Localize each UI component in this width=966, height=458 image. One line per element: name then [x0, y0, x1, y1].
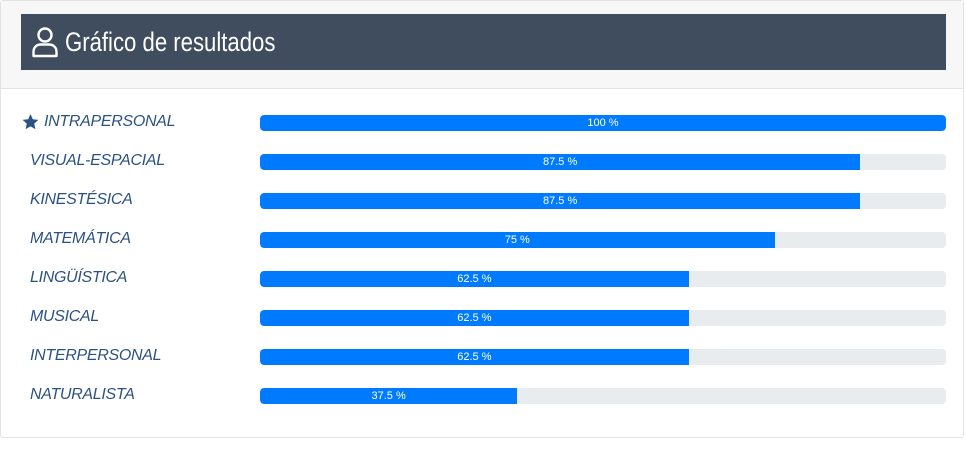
bar-track: 37.5 % [260, 388, 946, 404]
bar-row: MATEMÁTICA 75 % [1, 221, 963, 260]
bar-row: MUSICAL 62.5 % [1, 299, 963, 338]
bar-fill: 87.5 % [260, 193, 861, 209]
bar-track: 87.5 % [260, 193, 946, 209]
bar-fill: 62.5 % [260, 349, 689, 365]
bar-category-label: MUSICAL [30, 308, 99, 326]
bar-category-label: MATEMÁTICA [30, 230, 131, 248]
bar-category-label: LINGÜÍSTICA [30, 269, 127, 287]
bar-track: 62.5 % [260, 349, 946, 365]
bar-category-text: MUSICAL [30, 308, 100, 325]
star-icon [22, 114, 39, 130]
page-title: Gráfico de resultados [65, 26, 276, 57]
bar-fill: 100 % [260, 115, 946, 131]
bar-category-label: INTERPERSONAL [30, 347, 162, 365]
bar-category-text: INTRAPERSONAL [44, 113, 176, 130]
results-card: Gráfico de resultados INTRAPERSONAL 100 %… [0, 0, 964, 438]
bar-row: VISUAL-ESPACIAL 87.5 % [1, 143, 963, 182]
bar-track: 100 % [260, 115, 946, 131]
bar-row: LINGÜÍSTICA 62.5 % [1, 260, 963, 299]
bar-category-label: KINESTÉSICA [30, 191, 133, 209]
bar-track: 62.5 % [260, 310, 946, 326]
bar-row: INTERPERSONAL 62.5 % [1, 338, 963, 377]
title-bar: Gráfico de resultados [21, 14, 946, 70]
bar-category-text: MATEMÁTICA [30, 230, 131, 247]
bar-category-text: LINGÜÍSTICA [30, 269, 128, 286]
bar-row: NATURALISTA 37.5 % [1, 377, 963, 416]
bar-fill: 62.5 % [260, 310, 689, 326]
bar-track: 75 % [260, 232, 946, 248]
bar-fill: 75 % [260, 232, 775, 248]
user-icon [32, 27, 58, 58]
bar-fill: 62.5 % [260, 271, 689, 287]
bar-row: KINESTÉSICA 87.5 % [1, 182, 963, 221]
bar-track: 62.5 % [260, 271, 946, 287]
bar-fill: 87.5 % [260, 154, 861, 170]
bar-category-text: NATURALISTA [30, 386, 135, 403]
bar-fill: 37.5 % [260, 388, 518, 404]
bar-category-text: KINESTÉSICA [30, 191, 133, 208]
bar-category-label: VISUAL-ESPACIAL [30, 152, 165, 170]
bar-category-text: VISUAL-ESPACIAL [30, 152, 165, 169]
bar-track: 87.5 % [260, 154, 946, 170]
bar-category-label: INTRAPERSONAL [21, 113, 176, 131]
bar-category-text: INTERPERSONAL [30, 347, 162, 364]
bar-category-label: NATURALISTA [30, 386, 135, 404]
card-header: Gráfico de resultados [1, 1, 963, 89]
bar-row: INTRAPERSONAL 100 % [1, 104, 963, 143]
bar-chart: INTRAPERSONAL 100 % VISUAL-ESPACIAL 87.5 % K… [1, 104, 963, 416]
